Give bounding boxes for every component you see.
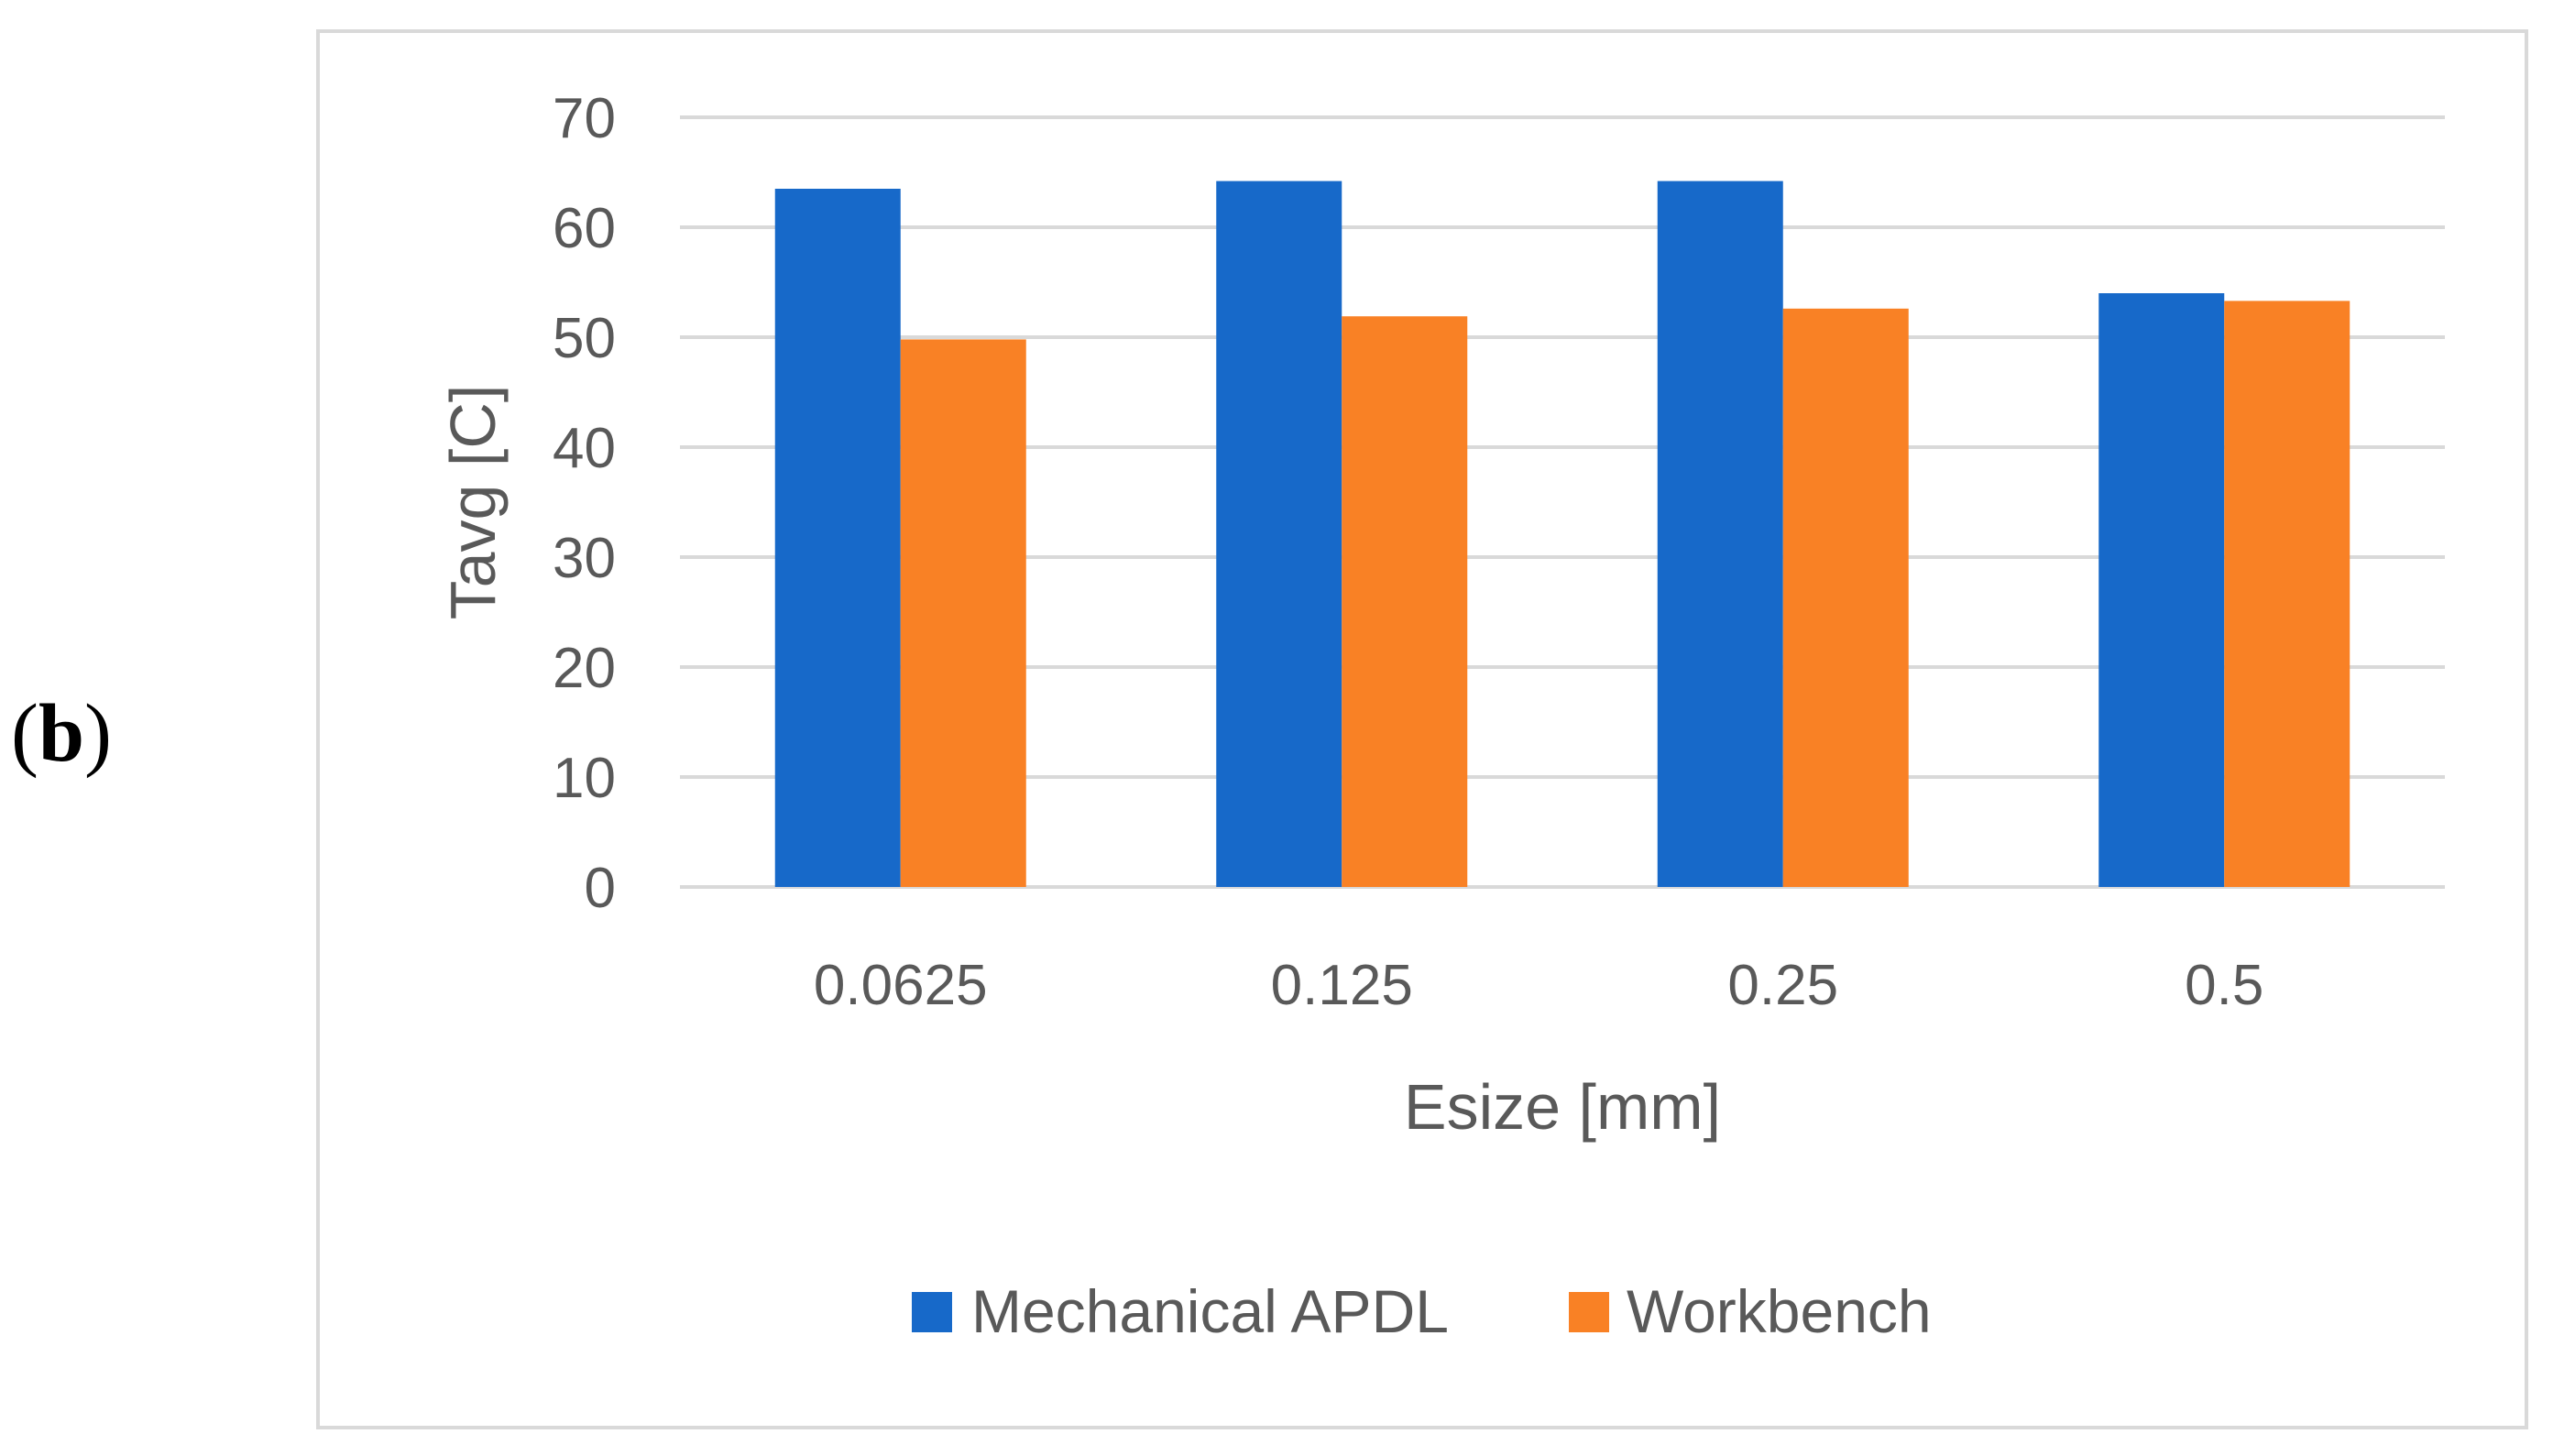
- panel-label-letter: b: [38, 688, 85, 779]
- y-tick-label: 40: [553, 417, 616, 480]
- panel-label-open: (: [11, 688, 38, 779]
- bar-mechanical-apdl-0.25: [1657, 181, 1783, 888]
- chart-frame: [316, 29, 2528, 1429]
- y-tick-label: 20: [553, 637, 616, 700]
- y-axis-title: Tavg [C]: [437, 385, 509, 620]
- y-axis-ticks: 0 10 20 30 40 50 60 70: [553, 87, 616, 920]
- bar-mechanical-apdl-0.0625: [774, 189, 901, 887]
- legend-label: Mechanical APDL: [971, 1277, 1449, 1345]
- bar-mechanical-apdl-0.125: [1216, 181, 1342, 888]
- panel-label-close: ): [84, 688, 113, 779]
- y-tick-label: 0: [585, 857, 616, 920]
- y-tick-label: 50: [553, 307, 616, 370]
- panel-label: (b): [11, 693, 112, 775]
- legend-swatch-mechanical-apdl: [912, 1292, 952, 1332]
- legend-label: Workbench: [1627, 1277, 1932, 1345]
- bar-workbench-0.125: [1342, 316, 1468, 887]
- x-tick-label: 0.5: [2185, 954, 2263, 1017]
- bars: [774, 181, 2350, 888]
- y-tick-label: 60: [553, 197, 616, 260]
- y-tick-label: 30: [553, 527, 616, 590]
- bar-mechanical-apdl-0.5: [2098, 293, 2225, 887]
- bar-workbench-0.25: [1782, 308, 1909, 887]
- x-axis-ticks: 0.0625 0.125 0.25 0.5: [814, 954, 2263, 1017]
- bar-workbench-0.0625: [900, 339, 1026, 887]
- x-tick-label: 0.25: [1727, 954, 1838, 1017]
- bar-workbench-0.5: [2224, 301, 2350, 887]
- x-tick-label: 0.0625: [814, 954, 988, 1017]
- legend: Mechanical APDL Workbench: [912, 1277, 1932, 1345]
- x-tick-label: 0.125: [1271, 954, 1413, 1017]
- x-axis-title: Esize [mm]: [1404, 1071, 1721, 1143]
- y-tick-label: 70: [553, 87, 616, 150]
- y-tick-label: 10: [553, 747, 616, 810]
- legend-swatch-workbench: [1569, 1292, 1609, 1332]
